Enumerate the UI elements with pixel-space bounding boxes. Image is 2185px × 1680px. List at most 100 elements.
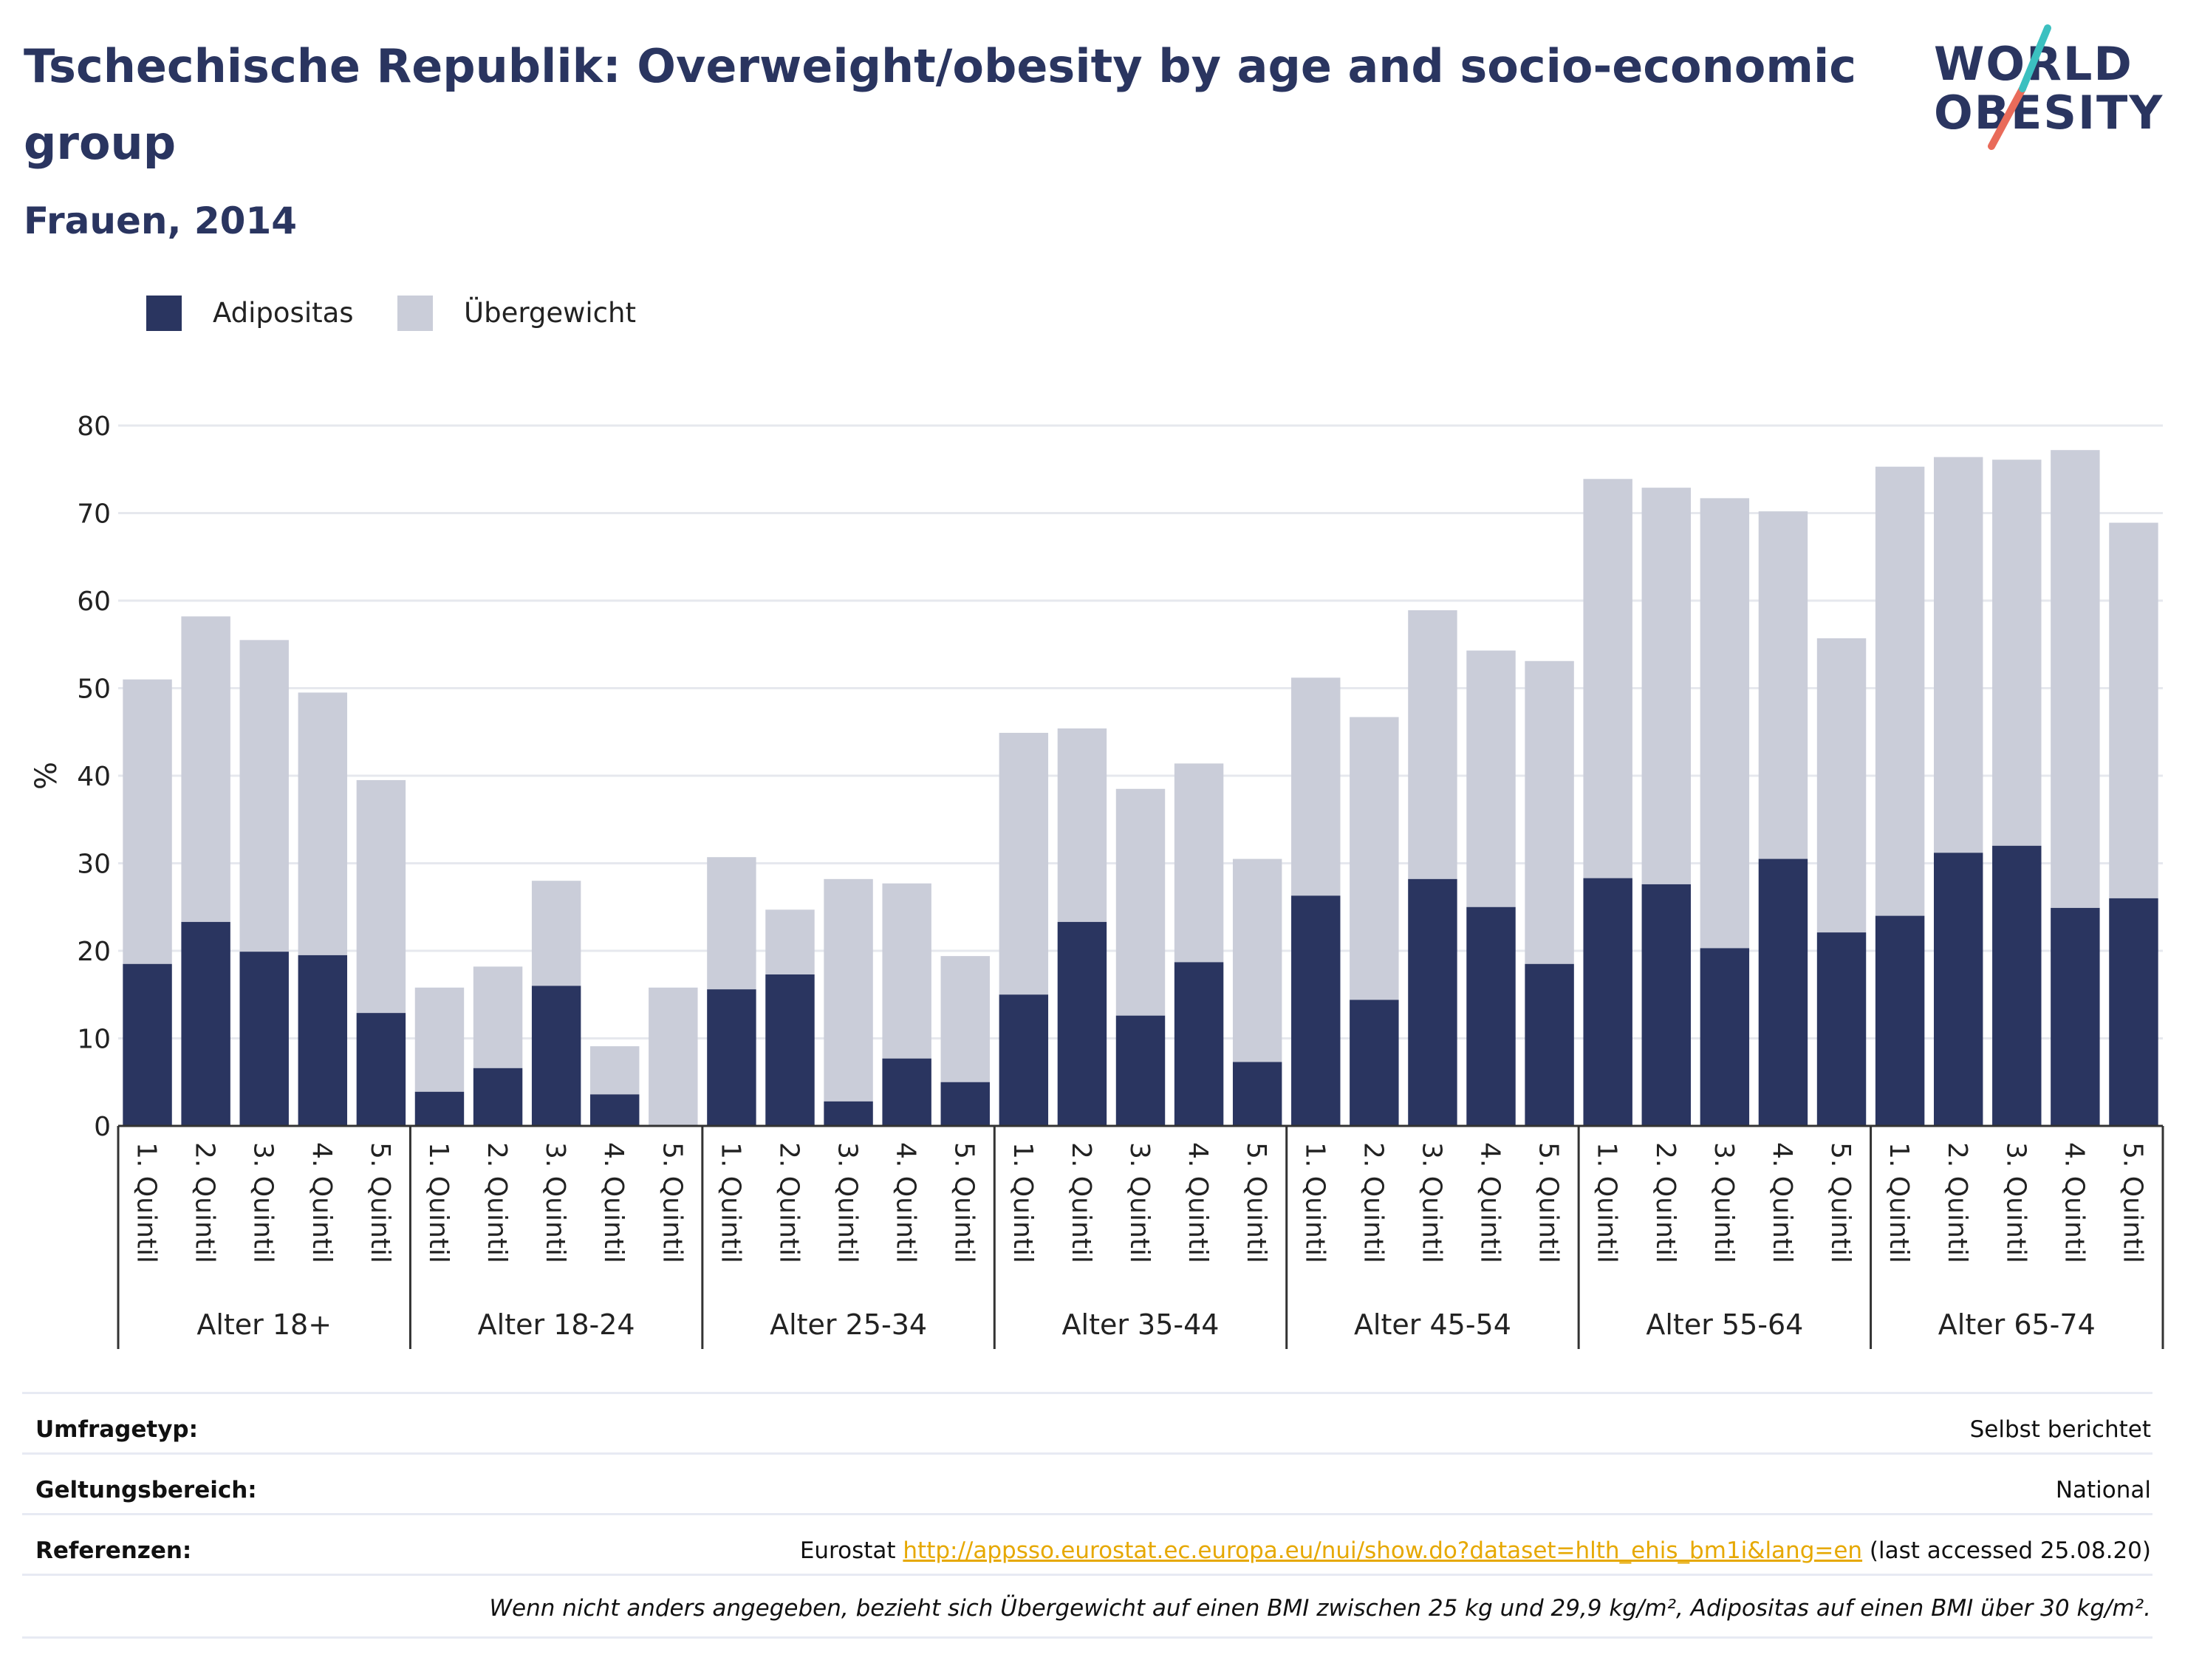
bar-uebergewicht [1758, 511, 1808, 859]
y-tick-label: 10 [77, 1025, 111, 1055]
bar-adipositas [1875, 915, 1925, 1126]
x-tick-label: 2. Quintil [482, 1142, 512, 1263]
age-group-label: Alter 18+ [196, 1308, 332, 1341]
chart-subtitle: Frauen, 2014 [24, 199, 298, 242]
y-tick-label: 60 [77, 587, 111, 617]
bar-adipositas [1758, 858, 1808, 1126]
y-axis-label: % [30, 762, 64, 790]
x-tick-label: 1. Quintil [1299, 1142, 1330, 1263]
bar-adipositas [824, 1101, 873, 1126]
survey-type-value: Selbst berichtet [1969, 1416, 2151, 1443]
x-tick-label: 1. Quintil [1884, 1142, 1914, 1263]
bar-uebergewicht [2051, 450, 2100, 908]
chart-title: Tschechische Republik: Overweight/obesit… [24, 39, 1856, 170]
references-value: Eurostat http://appsso.eurostat.ec.europ… [800, 1537, 2151, 1564]
bar-uebergewicht [239, 640, 289, 952]
bar-adipositas [1700, 948, 1750, 1126]
x-tick-label: 3. Quintil [2000, 1142, 2031, 1263]
bar-uebergewicht [765, 909, 815, 974]
info-row-references: Referenzen: Eurostat http://appsso.euros… [22, 1513, 2152, 1574]
bar-adipositas [1174, 962, 1224, 1126]
age-group-label: Alter 18-24 [478, 1308, 635, 1341]
bar-uebergewicht [1992, 460, 2042, 846]
bar-adipositas [765, 974, 815, 1126]
y-tick-label: 70 [77, 499, 111, 530]
bar-adipositas [1057, 921, 1107, 1126]
x-tick-label: 4. Quintil [1475, 1142, 1505, 1263]
bmi-note: Wenn nicht anders angegeben, bezieht sic… [489, 1595, 2151, 1622]
bar-adipositas [2051, 907, 2100, 1126]
bar-adipositas [1933, 853, 1983, 1126]
bar-uebergewicht [590, 1046, 640, 1095]
legend-label-uebergewicht: Übergewicht [464, 297, 636, 329]
scope-value: National [2055, 1477, 2151, 1503]
bar-uebergewicht [649, 987, 698, 1126]
legend-swatch-uebergewicht [397, 296, 433, 331]
survey-type-label: Umfragetyp: [35, 1416, 198, 1443]
x-tick-label: 4. Quintil [2059, 1142, 2089, 1263]
bar-uebergewicht [1466, 650, 1516, 907]
x-tick-label: 4. Quintil [1767, 1142, 1797, 1263]
bar-adipositas [298, 955, 348, 1126]
references-suffix: (last accessed 25.08.20) [1862, 1537, 2151, 1564]
bar-adipositas [1641, 884, 1691, 1126]
x-tick-label: 4. Quintil [1183, 1142, 1213, 1263]
bar-adipositas [531, 986, 581, 1126]
y-tick-label: 20 [77, 937, 111, 967]
bar-uebergewicht [1057, 728, 1107, 922]
x-tick-label: 3. Quintil [1124, 1142, 1155, 1263]
bar-adipositas [1583, 878, 1632, 1126]
x-tick-label: 2. Quintil [773, 1142, 804, 1263]
bar-uebergewicht [356, 779, 406, 1014]
bar-adipositas [356, 1013, 406, 1126]
world-obesity-logo: WORLD OBESITY [1921, 22, 2164, 155]
bar-uebergewicht [1350, 717, 1399, 1000]
bar-uebergewicht [882, 883, 931, 1059]
bar-uebergewicht [473, 966, 523, 1068]
bar-uebergewicht [1816, 638, 1867, 933]
info-row-scope: Geltungsbereich: National [22, 1452, 2152, 1514]
x-tick-label: 1. Quintil [131, 1142, 162, 1263]
y-tick-label: 30 [77, 850, 111, 880]
bar-chart: 0 10 20 30 40 50 60 70 80% 1. Quintil 2. Quintil 3.… [30, 412, 2164, 1349]
logo-word-bottom: OBESITY [1934, 86, 2164, 140]
x-tick-label: 2. Quintil [1066, 1142, 1096, 1263]
x-tick-label: 4. Quintil [307, 1142, 337, 1263]
bar-uebergewicht [181, 616, 230, 922]
bar-adipositas [1291, 895, 1341, 1126]
x-tick-label: 3. Quintil [1709, 1142, 1739, 1263]
bar-uebergewicht [531, 881, 581, 986]
bar-adipositas [1115, 1015, 1166, 1126]
bar-uebergewicht [999, 732, 1049, 995]
x-tick-label: 5. Quintil [1825, 1142, 1856, 1263]
bar-uebergewicht [1700, 498, 1750, 949]
x-tick-label: 1. Quintil [1592, 1142, 1622, 1263]
x-tick-label: 5. Quintil [1533, 1142, 1564, 1263]
x-tick-label: 2. Quintil [190, 1142, 220, 1263]
bar-uebergewicht [1525, 660, 1574, 964]
x-tick-label: 5. Quintil [1241, 1142, 1271, 1263]
info-row-survey: Umfragetyp: Selbst berichtet [22, 1392, 2152, 1453]
bar-adipositas [590, 1094, 640, 1126]
x-tick-label: 3. Quintil [540, 1142, 570, 1263]
bar-uebergewicht [1583, 479, 1632, 878]
info-row-note: Wenn nicht anders angegeben, bezieht sic… [22, 1574, 2152, 1639]
logo-slash-icon [1988, 24, 2051, 150]
bar-uebergewicht [123, 679, 172, 964]
bar-adipositas [1525, 963, 1574, 1126]
references-link[interactable]: http://appsso.eurostat.ec.europa.eu/nui/… [903, 1537, 1863, 1564]
x-tick-label: 2. Quintil [1358, 1142, 1388, 1263]
bar-uebergewicht [1232, 858, 1282, 1062]
bar-uebergewicht [1174, 763, 1224, 963]
bar-adipositas [1350, 1000, 1399, 1126]
bar-adipositas [1816, 932, 1867, 1126]
bar-uebergewicht [1115, 788, 1166, 1016]
y-tick-label: 80 [77, 412, 111, 442]
age-group-label: Alter 45-54 [1354, 1308, 1511, 1341]
bar-adipositas [1466, 906, 1516, 1126]
x-tick-label: 1. Quintil [715, 1142, 745, 1263]
x-tick-label: 2. Quintil [1650, 1142, 1680, 1263]
legend-label-adipositas: Adipositas [213, 297, 354, 329]
y-tick-label: 40 [77, 762, 111, 792]
references-label: Referenzen: [35, 1537, 192, 1564]
